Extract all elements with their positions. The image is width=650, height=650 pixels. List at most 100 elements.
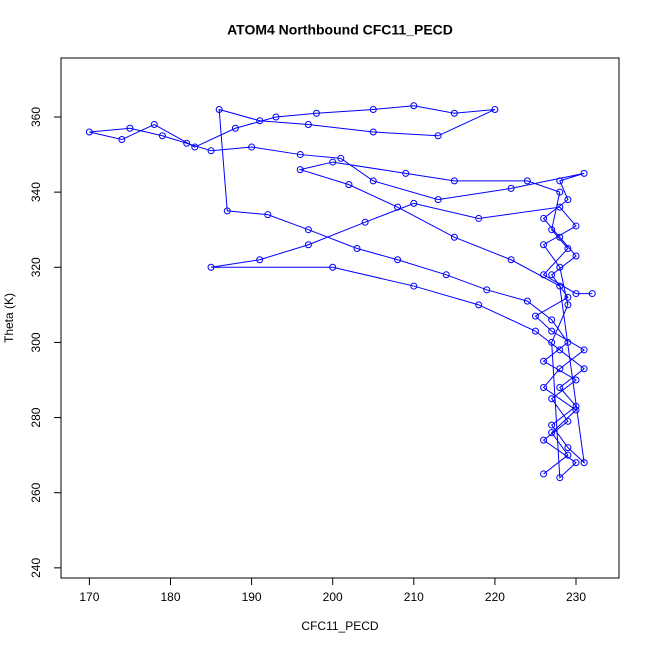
point bbox=[223, 207, 231, 215]
point bbox=[564, 417, 572, 425]
point bbox=[548, 327, 556, 335]
point bbox=[183, 139, 191, 147]
point bbox=[264, 211, 272, 219]
point bbox=[475, 301, 483, 309]
point bbox=[556, 203, 564, 211]
point bbox=[207, 263, 215, 271]
point bbox=[540, 436, 548, 444]
x-tick-label: 190 bbox=[242, 590, 262, 604]
point bbox=[572, 402, 580, 410]
point bbox=[191, 143, 199, 151]
point bbox=[369, 177, 377, 185]
point bbox=[329, 263, 337, 271]
point bbox=[361, 218, 369, 226]
point bbox=[296, 166, 304, 174]
x-axis-label: CFC11_PECD bbox=[301, 619, 378, 633]
point bbox=[572, 222, 580, 230]
point bbox=[304, 226, 312, 234]
point bbox=[272, 113, 280, 121]
point bbox=[507, 256, 515, 264]
point bbox=[126, 124, 134, 132]
point bbox=[548, 271, 556, 279]
point bbox=[531, 312, 539, 320]
point bbox=[556, 346, 564, 354]
point bbox=[564, 196, 572, 204]
point bbox=[564, 444, 572, 452]
point bbox=[442, 271, 450, 279]
point bbox=[410, 282, 418, 290]
point bbox=[118, 136, 126, 144]
point bbox=[572, 252, 580, 260]
point bbox=[548, 429, 556, 437]
point bbox=[337, 154, 345, 162]
point bbox=[304, 241, 312, 249]
point bbox=[556, 188, 564, 196]
point bbox=[572, 459, 580, 467]
x-tick-label: 220 bbox=[485, 590, 505, 604]
y-tick-label: 340 bbox=[29, 182, 43, 202]
point bbox=[450, 177, 458, 185]
x-tick-label: 180 bbox=[160, 590, 180, 604]
point bbox=[410, 102, 418, 110]
x-tick-label: 170 bbox=[79, 590, 99, 604]
point bbox=[434, 132, 442, 140]
point bbox=[256, 117, 264, 125]
point bbox=[556, 177, 564, 185]
point bbox=[556, 384, 564, 392]
y-tick-label: 260 bbox=[29, 482, 43, 502]
x-tick-label: 210 bbox=[404, 590, 424, 604]
point bbox=[312, 109, 320, 117]
y-axis-label: Theta (K) bbox=[2, 293, 16, 343]
point bbox=[410, 199, 418, 207]
point bbox=[580, 169, 588, 177]
point bbox=[345, 181, 353, 189]
point bbox=[231, 124, 239, 132]
point bbox=[531, 327, 539, 335]
point bbox=[394, 256, 402, 264]
y-tick-label: 280 bbox=[29, 407, 43, 427]
point bbox=[548, 395, 556, 403]
point bbox=[507, 184, 515, 192]
point bbox=[556, 282, 564, 290]
point bbox=[450, 233, 458, 241]
point bbox=[556, 474, 564, 482]
point bbox=[540, 384, 548, 392]
point bbox=[256, 256, 264, 264]
point bbox=[304, 121, 312, 129]
point bbox=[540, 214, 548, 222]
point bbox=[540, 470, 548, 478]
point bbox=[572, 406, 580, 414]
point bbox=[580, 365, 588, 373]
point bbox=[572, 290, 580, 298]
y-tick-label: 360 bbox=[29, 107, 43, 127]
point bbox=[85, 128, 93, 136]
point bbox=[523, 177, 531, 185]
point bbox=[588, 290, 596, 298]
point bbox=[475, 214, 483, 222]
point bbox=[556, 233, 564, 241]
point bbox=[394, 203, 402, 211]
point bbox=[556, 365, 564, 373]
x-tick-label: 230 bbox=[566, 590, 586, 604]
point bbox=[523, 297, 531, 305]
point bbox=[540, 271, 548, 279]
point bbox=[564, 451, 572, 459]
point bbox=[353, 244, 361, 252]
plot-frame bbox=[60, 57, 620, 579]
point bbox=[540, 241, 548, 249]
point bbox=[483, 286, 491, 294]
point bbox=[564, 293, 572, 301]
point bbox=[248, 143, 256, 151]
point bbox=[402, 169, 410, 177]
chart-title: ATOM4 Northbound CFC11_PECD bbox=[227, 22, 453, 38]
point bbox=[548, 316, 556, 324]
point bbox=[548, 226, 556, 234]
point bbox=[215, 105, 223, 113]
point bbox=[434, 196, 442, 204]
point bbox=[207, 147, 215, 155]
point bbox=[450, 109, 458, 117]
point bbox=[296, 151, 304, 159]
x-tick-label: 200 bbox=[323, 590, 343, 604]
